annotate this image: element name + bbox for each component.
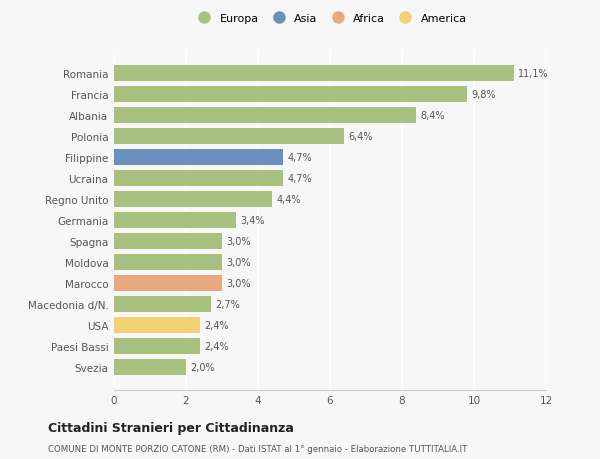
Bar xyxy=(114,108,416,123)
Bar xyxy=(114,87,467,102)
Text: COMUNE DI MONTE PORZIO CATONE (RM) - Dati ISTAT al 1° gennaio - Elaborazione TUT: COMUNE DI MONTE PORZIO CATONE (RM) - Dat… xyxy=(48,444,467,453)
Text: 2,4%: 2,4% xyxy=(205,320,229,330)
Text: 11,1%: 11,1% xyxy=(518,69,548,79)
Text: 3,0%: 3,0% xyxy=(226,278,251,288)
Bar xyxy=(114,254,222,270)
Bar xyxy=(114,338,200,354)
Text: 8,4%: 8,4% xyxy=(421,111,445,121)
Bar xyxy=(114,275,222,291)
Bar xyxy=(114,234,222,249)
Bar xyxy=(114,171,283,186)
Text: 2,7%: 2,7% xyxy=(215,299,240,309)
Text: Cittadini Stranieri per Cittadinanza: Cittadini Stranieri per Cittadinanza xyxy=(48,421,294,434)
Bar xyxy=(114,296,211,312)
Bar xyxy=(114,66,514,82)
Text: 2,4%: 2,4% xyxy=(205,341,229,351)
Text: 3,4%: 3,4% xyxy=(241,215,265,225)
Text: 2,0%: 2,0% xyxy=(190,362,215,372)
Bar xyxy=(114,150,283,165)
Text: 9,8%: 9,8% xyxy=(471,90,496,100)
Bar xyxy=(114,317,200,333)
Text: 3,0%: 3,0% xyxy=(226,257,251,267)
Bar xyxy=(114,191,272,207)
Legend: Europa, Asia, Africa, America: Europa, Asia, Africa, America xyxy=(191,12,469,26)
Bar xyxy=(114,213,236,228)
Bar xyxy=(114,359,186,375)
Text: 4,7%: 4,7% xyxy=(287,152,312,162)
Text: 4,7%: 4,7% xyxy=(287,174,312,184)
Text: 6,4%: 6,4% xyxy=(349,132,373,141)
Bar xyxy=(114,129,344,145)
Text: 4,4%: 4,4% xyxy=(277,195,301,204)
Text: 3,0%: 3,0% xyxy=(226,236,251,246)
